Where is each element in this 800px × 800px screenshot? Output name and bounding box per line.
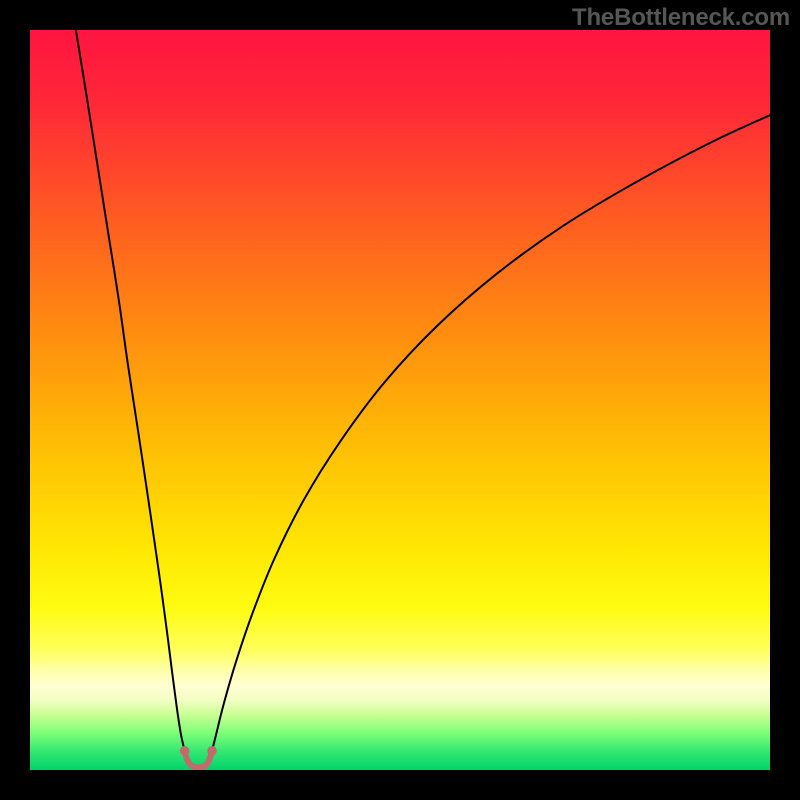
valley-marker-dot-1 — [207, 746, 217, 756]
chart-frame: TheBottleneck.com — [0, 0, 800, 800]
gradient-background — [30, 30, 770, 770]
valley-marker-dot-0 — [180, 746, 190, 756]
plot-svg — [30, 30, 770, 770]
watermark-text: TheBottleneck.com — [572, 4, 790, 32]
plot-area — [30, 30, 770, 770]
